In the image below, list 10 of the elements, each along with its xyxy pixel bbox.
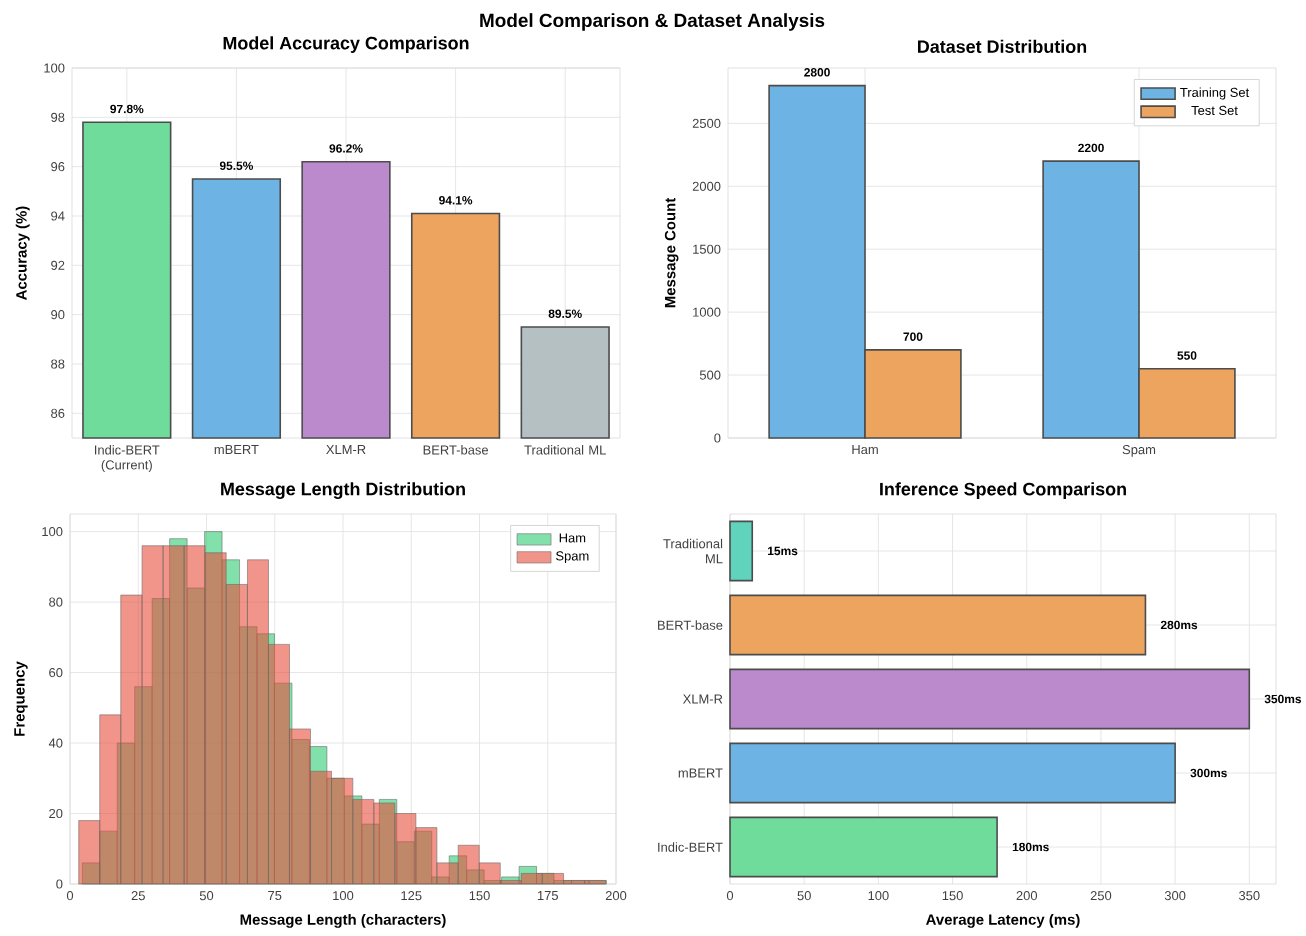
chart-title: Message Length Distribution — [221, 482, 465, 499]
bar — [729, 816, 998, 878]
bar — [729, 668, 1251, 730]
bar — [729, 520, 754, 582]
bar — [729, 594, 1147, 656]
bar — [729, 742, 1176, 804]
text: Model Comparison & Dataset Analysis — [480, 13, 825, 31]
chart-title: Model Accuracy Comparison — [223, 36, 469, 53]
chart-title: Inference Speed Comparison — [880, 482, 1126, 499]
chart-title: Dataset Distribution — [918, 39, 1087, 53]
